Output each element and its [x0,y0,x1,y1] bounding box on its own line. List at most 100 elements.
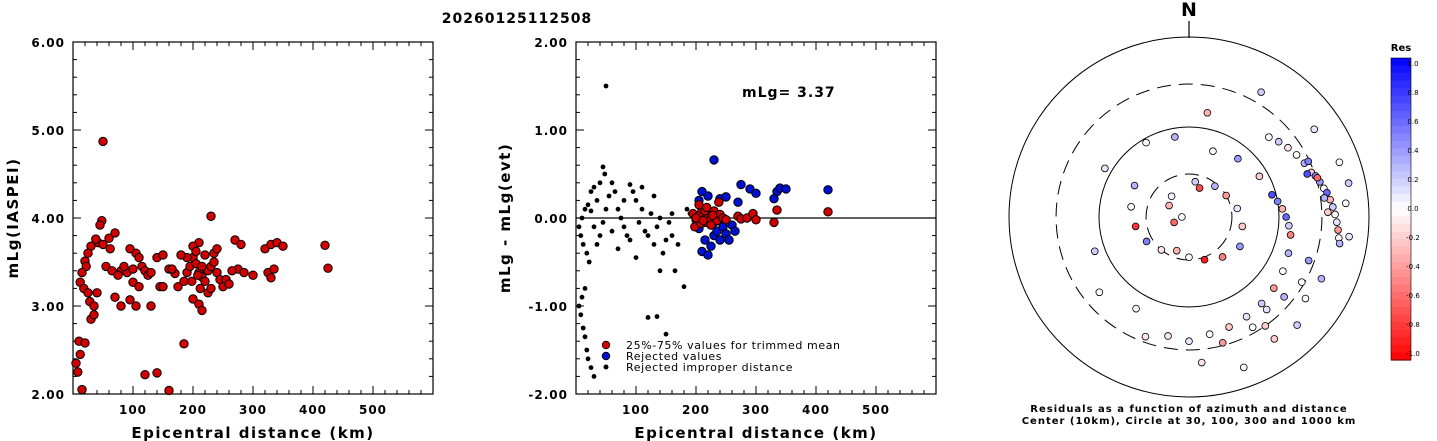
station-residual-point [1185,337,1193,346]
data-point [152,368,162,378]
colorbar-swatch [1391,292,1411,301]
colorbar-swatch [1391,344,1411,354]
colorbar-swatch [1391,216,1411,225]
residual-vs-distance-panel: mLg - mLg(evt) Epicentral distance (km) … [496,36,937,441]
colorbar-tick-label: 1.0 [1407,60,1418,68]
data-point [104,233,114,243]
data-point-improper [615,206,621,212]
colorbar-swatch [1391,269,1411,278]
station-residual-point [1142,237,1151,246]
colorbar-swatch [1391,125,1411,135]
station-residual-point [1095,288,1104,297]
data-point-improper [594,242,600,247]
colorbar-swatch [1391,314,1411,323]
x-tick-label: 500 [359,403,387,417]
data-point [708,210,718,221]
data-point [110,292,120,302]
data-point-improper [591,374,597,379]
colorbar-swatch [1391,103,1411,112]
data-point-rejected [721,192,731,202]
colorbar-swatch [1391,254,1411,263]
data-point-rejected [751,188,761,199]
data-point-improper [645,233,651,239]
station-residual-point [1274,137,1283,146]
data-point [83,248,93,258]
station-residual-point [1280,293,1288,301]
data-point-improper [615,246,621,252]
station-residual-point [1197,358,1206,367]
data-point [248,270,258,280]
station-residual-point [1334,226,1342,234]
data-point [206,211,216,221]
data-point-improper [600,220,606,225]
data-point [146,267,156,278]
data-point-improper [588,189,594,195]
station-residual-point [1284,143,1292,152]
data-point-improper [606,193,612,199]
colorbar-tick-label: 0.8 [1407,89,1418,97]
data-point [146,301,156,311]
data-point-improper [576,224,582,230]
legend-marker-improper [603,364,609,370]
data-point-improper [585,356,591,362]
station-residual-point [1167,192,1176,201]
station-residual-point [1195,184,1204,192]
station-residual-point [1211,182,1219,190]
data-point [224,279,234,289]
data-point-improper [654,224,660,230]
data-point-improper [681,284,687,290]
station-residual-point [1164,332,1172,340]
station-residual-point [1157,246,1166,254]
magnitude-vs-distance-panel: mLg(IASPEI) Epicentral distance (km) 100… [4,36,434,441]
station-residual-point [1335,158,1344,167]
colorbar-tick-label: -0.8 [1406,321,1420,329]
ring-300km [1055,83,1323,351]
azimuth-distance-panel: N Residuals as a function of azimuth and… [1008,0,1370,427]
data-point-improper [624,233,630,239]
colorbar-swatch [1391,110,1411,119]
y-tick-label: 0.00 [534,212,568,226]
data-point-improper [642,228,648,234]
data-point-improper [627,182,633,187]
data-point [77,384,87,395]
data-point [110,228,120,238]
colorbar-swatch [1391,239,1411,248]
data-point [98,239,108,250]
data-point [200,250,210,260]
station-residual-point [1200,255,1209,264]
ring-100km [1098,126,1280,308]
data-point [197,305,207,316]
station-residual-point [1301,294,1310,303]
data-point [698,215,708,226]
y-tick-label: 5.00 [31,124,65,138]
data-point-improper [639,184,645,190]
data-point [167,264,177,274]
magnitude-annotation: mLg= 3.37 [742,85,836,101]
y-tick-label: 3.00 [31,300,65,314]
data-point [721,215,731,225]
station-residual-point [1236,242,1244,251]
data-point [134,252,144,263]
ring-1000km [1008,36,1370,398]
station-residual-point [1239,363,1248,372]
data-point [89,310,99,320]
data-point [158,250,168,260]
colorbar-swatch [1391,193,1411,203]
colorbar-swatch [1391,246,1411,255]
data-point-improper [648,211,654,217]
data-point [195,283,205,294]
data-point [200,276,210,287]
data-point-improper [582,334,588,340]
station-residual-point [1130,181,1139,190]
colorbar-frame [1390,57,1412,361]
data-point-improper [594,198,600,203]
data-point-improper [675,242,681,247]
data-point-rejected [697,186,707,197]
data-point [125,295,135,305]
station-residual-point [1329,203,1337,211]
station-residual-point [1304,157,1313,166]
data-point [75,349,85,360]
station-residual-point [1238,222,1247,231]
data-point-rejected [736,179,746,190]
station-residual-point [1345,232,1353,241]
